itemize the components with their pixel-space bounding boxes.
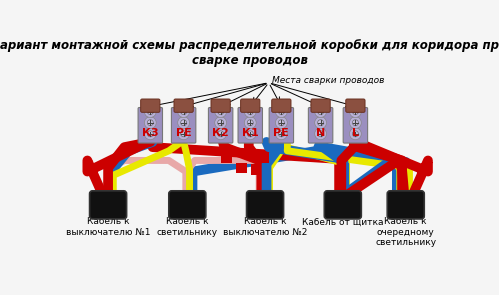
- FancyBboxPatch shape: [269, 107, 293, 143]
- Circle shape: [349, 106, 361, 117]
- Text: Кабель к
выключателю №2: Кабель к выключателю №2: [223, 217, 307, 237]
- Circle shape: [318, 109, 323, 114]
- FancyBboxPatch shape: [238, 107, 262, 143]
- FancyBboxPatch shape: [258, 153, 269, 163]
- FancyBboxPatch shape: [211, 99, 230, 112]
- Text: PE: PE: [176, 128, 192, 138]
- Circle shape: [318, 120, 323, 126]
- Text: Места сварки проводов: Места сварки проводов: [272, 76, 385, 85]
- FancyBboxPatch shape: [251, 164, 261, 175]
- FancyBboxPatch shape: [236, 163, 247, 173]
- Circle shape: [181, 109, 187, 114]
- Circle shape: [248, 120, 253, 126]
- Circle shape: [144, 117, 156, 129]
- FancyBboxPatch shape: [174, 99, 193, 112]
- Text: Кабель к
очередному
светильнику: Кабель к очередному светильнику: [375, 217, 436, 247]
- Text: Вариант монтажной схемы распределительной коробки для коридора при
сварке провод: Вариант монтажной схемы распределительно…: [0, 39, 499, 67]
- Circle shape: [215, 106, 227, 117]
- Circle shape: [178, 106, 190, 117]
- Circle shape: [147, 120, 153, 126]
- Circle shape: [181, 131, 187, 137]
- FancyBboxPatch shape: [241, 99, 260, 112]
- Circle shape: [218, 109, 224, 114]
- Circle shape: [218, 131, 224, 137]
- FancyBboxPatch shape: [324, 191, 361, 219]
- Circle shape: [275, 106, 287, 117]
- Circle shape: [352, 109, 358, 114]
- Circle shape: [178, 117, 190, 129]
- FancyBboxPatch shape: [387, 191, 424, 219]
- Circle shape: [215, 128, 227, 140]
- Text: К1: К1: [242, 128, 258, 138]
- Circle shape: [181, 120, 187, 126]
- Circle shape: [275, 128, 287, 140]
- Circle shape: [245, 106, 256, 117]
- Circle shape: [147, 109, 153, 114]
- Circle shape: [278, 120, 284, 126]
- Circle shape: [144, 128, 156, 140]
- Text: К2: К2: [212, 128, 229, 138]
- Circle shape: [144, 106, 156, 117]
- Circle shape: [248, 109, 253, 114]
- Circle shape: [352, 120, 358, 126]
- FancyBboxPatch shape: [308, 107, 333, 143]
- Text: Кабель к
выключателю №1: Кабель к выключателю №1: [66, 217, 150, 237]
- Circle shape: [278, 131, 284, 137]
- Circle shape: [245, 128, 256, 140]
- FancyBboxPatch shape: [138, 107, 163, 143]
- Circle shape: [248, 131, 253, 137]
- Circle shape: [315, 117, 326, 129]
- FancyBboxPatch shape: [343, 107, 368, 143]
- Circle shape: [352, 131, 358, 137]
- Circle shape: [147, 131, 153, 137]
- FancyBboxPatch shape: [169, 191, 206, 219]
- FancyBboxPatch shape: [346, 99, 365, 112]
- Circle shape: [318, 131, 323, 137]
- Circle shape: [315, 106, 326, 117]
- FancyBboxPatch shape: [311, 99, 330, 112]
- Circle shape: [245, 117, 256, 129]
- FancyBboxPatch shape: [209, 107, 233, 143]
- Text: Кабель от щитка: Кабель от щитка: [302, 217, 384, 227]
- Circle shape: [349, 128, 361, 140]
- FancyBboxPatch shape: [141, 99, 160, 112]
- Circle shape: [275, 117, 287, 129]
- Circle shape: [215, 117, 227, 129]
- Text: PE: PE: [273, 128, 289, 138]
- FancyBboxPatch shape: [247, 191, 283, 219]
- Circle shape: [218, 120, 224, 126]
- FancyBboxPatch shape: [171, 107, 196, 143]
- Circle shape: [278, 109, 284, 114]
- Circle shape: [349, 117, 361, 129]
- Circle shape: [315, 128, 326, 140]
- Text: N: N: [316, 128, 325, 138]
- Circle shape: [178, 128, 190, 140]
- FancyBboxPatch shape: [222, 153, 232, 163]
- FancyBboxPatch shape: [272, 99, 291, 112]
- FancyBboxPatch shape: [90, 191, 127, 219]
- Text: L: L: [352, 128, 359, 138]
- Text: К3: К3: [142, 128, 159, 138]
- Text: Кабель к
светильнику: Кабель к светильнику: [157, 217, 218, 237]
